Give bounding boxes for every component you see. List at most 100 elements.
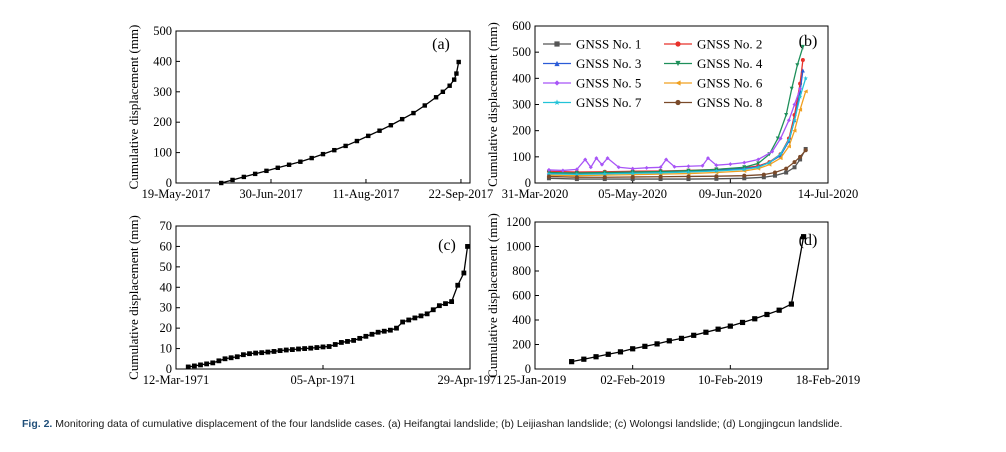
data-point — [247, 351, 252, 357]
series-line — [571, 236, 805, 363]
data-point — [772, 173, 777, 178]
y-tick-label: 100 — [512, 150, 531, 164]
data-point — [302, 346, 308, 351]
data-point — [630, 170, 635, 176]
data-point — [234, 354, 240, 360]
data-point — [686, 169, 691, 174]
legend-marker — [554, 60, 560, 67]
legend-marker — [675, 80, 681, 86]
data-point — [800, 58, 805, 63]
data-point — [456, 59, 461, 65]
data-point — [191, 363, 197, 369]
data-point — [593, 354, 599, 360]
data-point — [326, 344, 332, 349]
data-point — [644, 165, 649, 170]
data-point — [715, 326, 721, 332]
legend-item: GNSS No. 3 — [543, 56, 641, 71]
data-point — [271, 349, 277, 354]
data-point — [574, 167, 579, 172]
data-point — [778, 151, 783, 157]
chart-panel-b: 0 100 200 300 400 500 600 31-Mar-2020 05-May-202… — [485, 19, 858, 201]
data-point — [792, 102, 797, 107]
data-point — [767, 160, 772, 165]
y-tick-label: 0 — [525, 362, 531, 376]
data-point — [784, 170, 789, 175]
legend-label: GNSS No. 8 — [697, 95, 762, 110]
data-point — [664, 157, 669, 162]
data-point — [406, 317, 412, 323]
data-point — [742, 173, 747, 178]
data-point — [800, 234, 807, 240]
data-point — [546, 167, 551, 172]
data-point — [658, 177, 663, 182]
data-point — [755, 164, 761, 170]
data-point — [658, 165, 663, 170]
y-tick-label: 10 — [160, 342, 173, 356]
plot-frame — [175, 30, 471, 184]
data-point — [714, 176, 719, 181]
y-tick-label: 30 — [160, 301, 173, 315]
x-tick-label: 22-Sep-2017 — [429, 187, 494, 201]
data-point — [786, 137, 792, 142]
data-point — [756, 166, 761, 171]
data-point — [778, 156, 783, 161]
data-point — [546, 171, 552, 176]
x-tick-label: 10-Feb-2019 — [698, 373, 763, 387]
data-point — [240, 352, 246, 358]
data-point — [666, 338, 672, 344]
data-point — [332, 342, 338, 347]
x-tick-label: 02-Feb-2019 — [600, 373, 665, 387]
data-point — [443, 301, 448, 307]
series-gnss-no-7 — [546, 75, 808, 177]
series-wolongsi-final — [465, 244, 470, 249]
data-point — [792, 128, 797, 133]
data-point — [714, 163, 719, 168]
data-point — [803, 75, 808, 81]
data-point — [727, 323, 733, 329]
data-point — [277, 348, 283, 354]
data-point — [418, 313, 424, 319]
y-axis-label: Cumulative displacement (mm) — [485, 213, 500, 378]
data-point — [775, 136, 780, 141]
data-point — [185, 364, 191, 370]
data-point — [602, 171, 608, 176]
data-point — [377, 128, 382, 133]
data-point — [792, 160, 797, 165]
data-point — [430, 307, 436, 313]
data-point — [343, 143, 348, 149]
data-point — [320, 344, 326, 350]
data-point — [411, 110, 416, 116]
data-point — [400, 319, 406, 325]
data-point — [728, 162, 733, 167]
legend-label: GNSS No. 1 — [576, 37, 641, 52]
data-point — [706, 156, 711, 161]
data-point — [436, 303, 442, 309]
data-point — [252, 171, 258, 177]
data-point — [784, 166, 789, 171]
data-point — [354, 138, 360, 144]
legend-marker — [554, 41, 560, 47]
y-axis-label: Cumulative displacement (mm) — [485, 22, 500, 187]
series-line — [188, 272, 465, 368]
data-point — [253, 350, 259, 356]
data-point — [602, 175, 607, 180]
data-point — [296, 346, 301, 352]
data-point — [230, 177, 235, 183]
data-point — [786, 118, 791, 123]
y-tick-label: 800 — [512, 264, 531, 278]
data-point — [332, 147, 337, 153]
data-point — [789, 86, 794, 91]
data-point — [264, 168, 269, 174]
legend-label: GNSS No. 4 — [697, 56, 763, 71]
data-point — [228, 355, 234, 361]
chart-panel-a: 0 100 200 300 400 500 19-May-2017 30-Jun-2017 11… — [126, 24, 493, 201]
legend-marker — [554, 99, 560, 106]
data-point — [797, 94, 803, 99]
data-point — [756, 161, 761, 166]
data-point — [588, 165, 593, 170]
y-axis-label: Cumulative displacement (mm) — [126, 215, 141, 380]
data-point — [792, 117, 797, 123]
y-tick-label: 200 — [153, 115, 172, 129]
data-point — [289, 347, 295, 352]
data-point — [686, 174, 691, 179]
